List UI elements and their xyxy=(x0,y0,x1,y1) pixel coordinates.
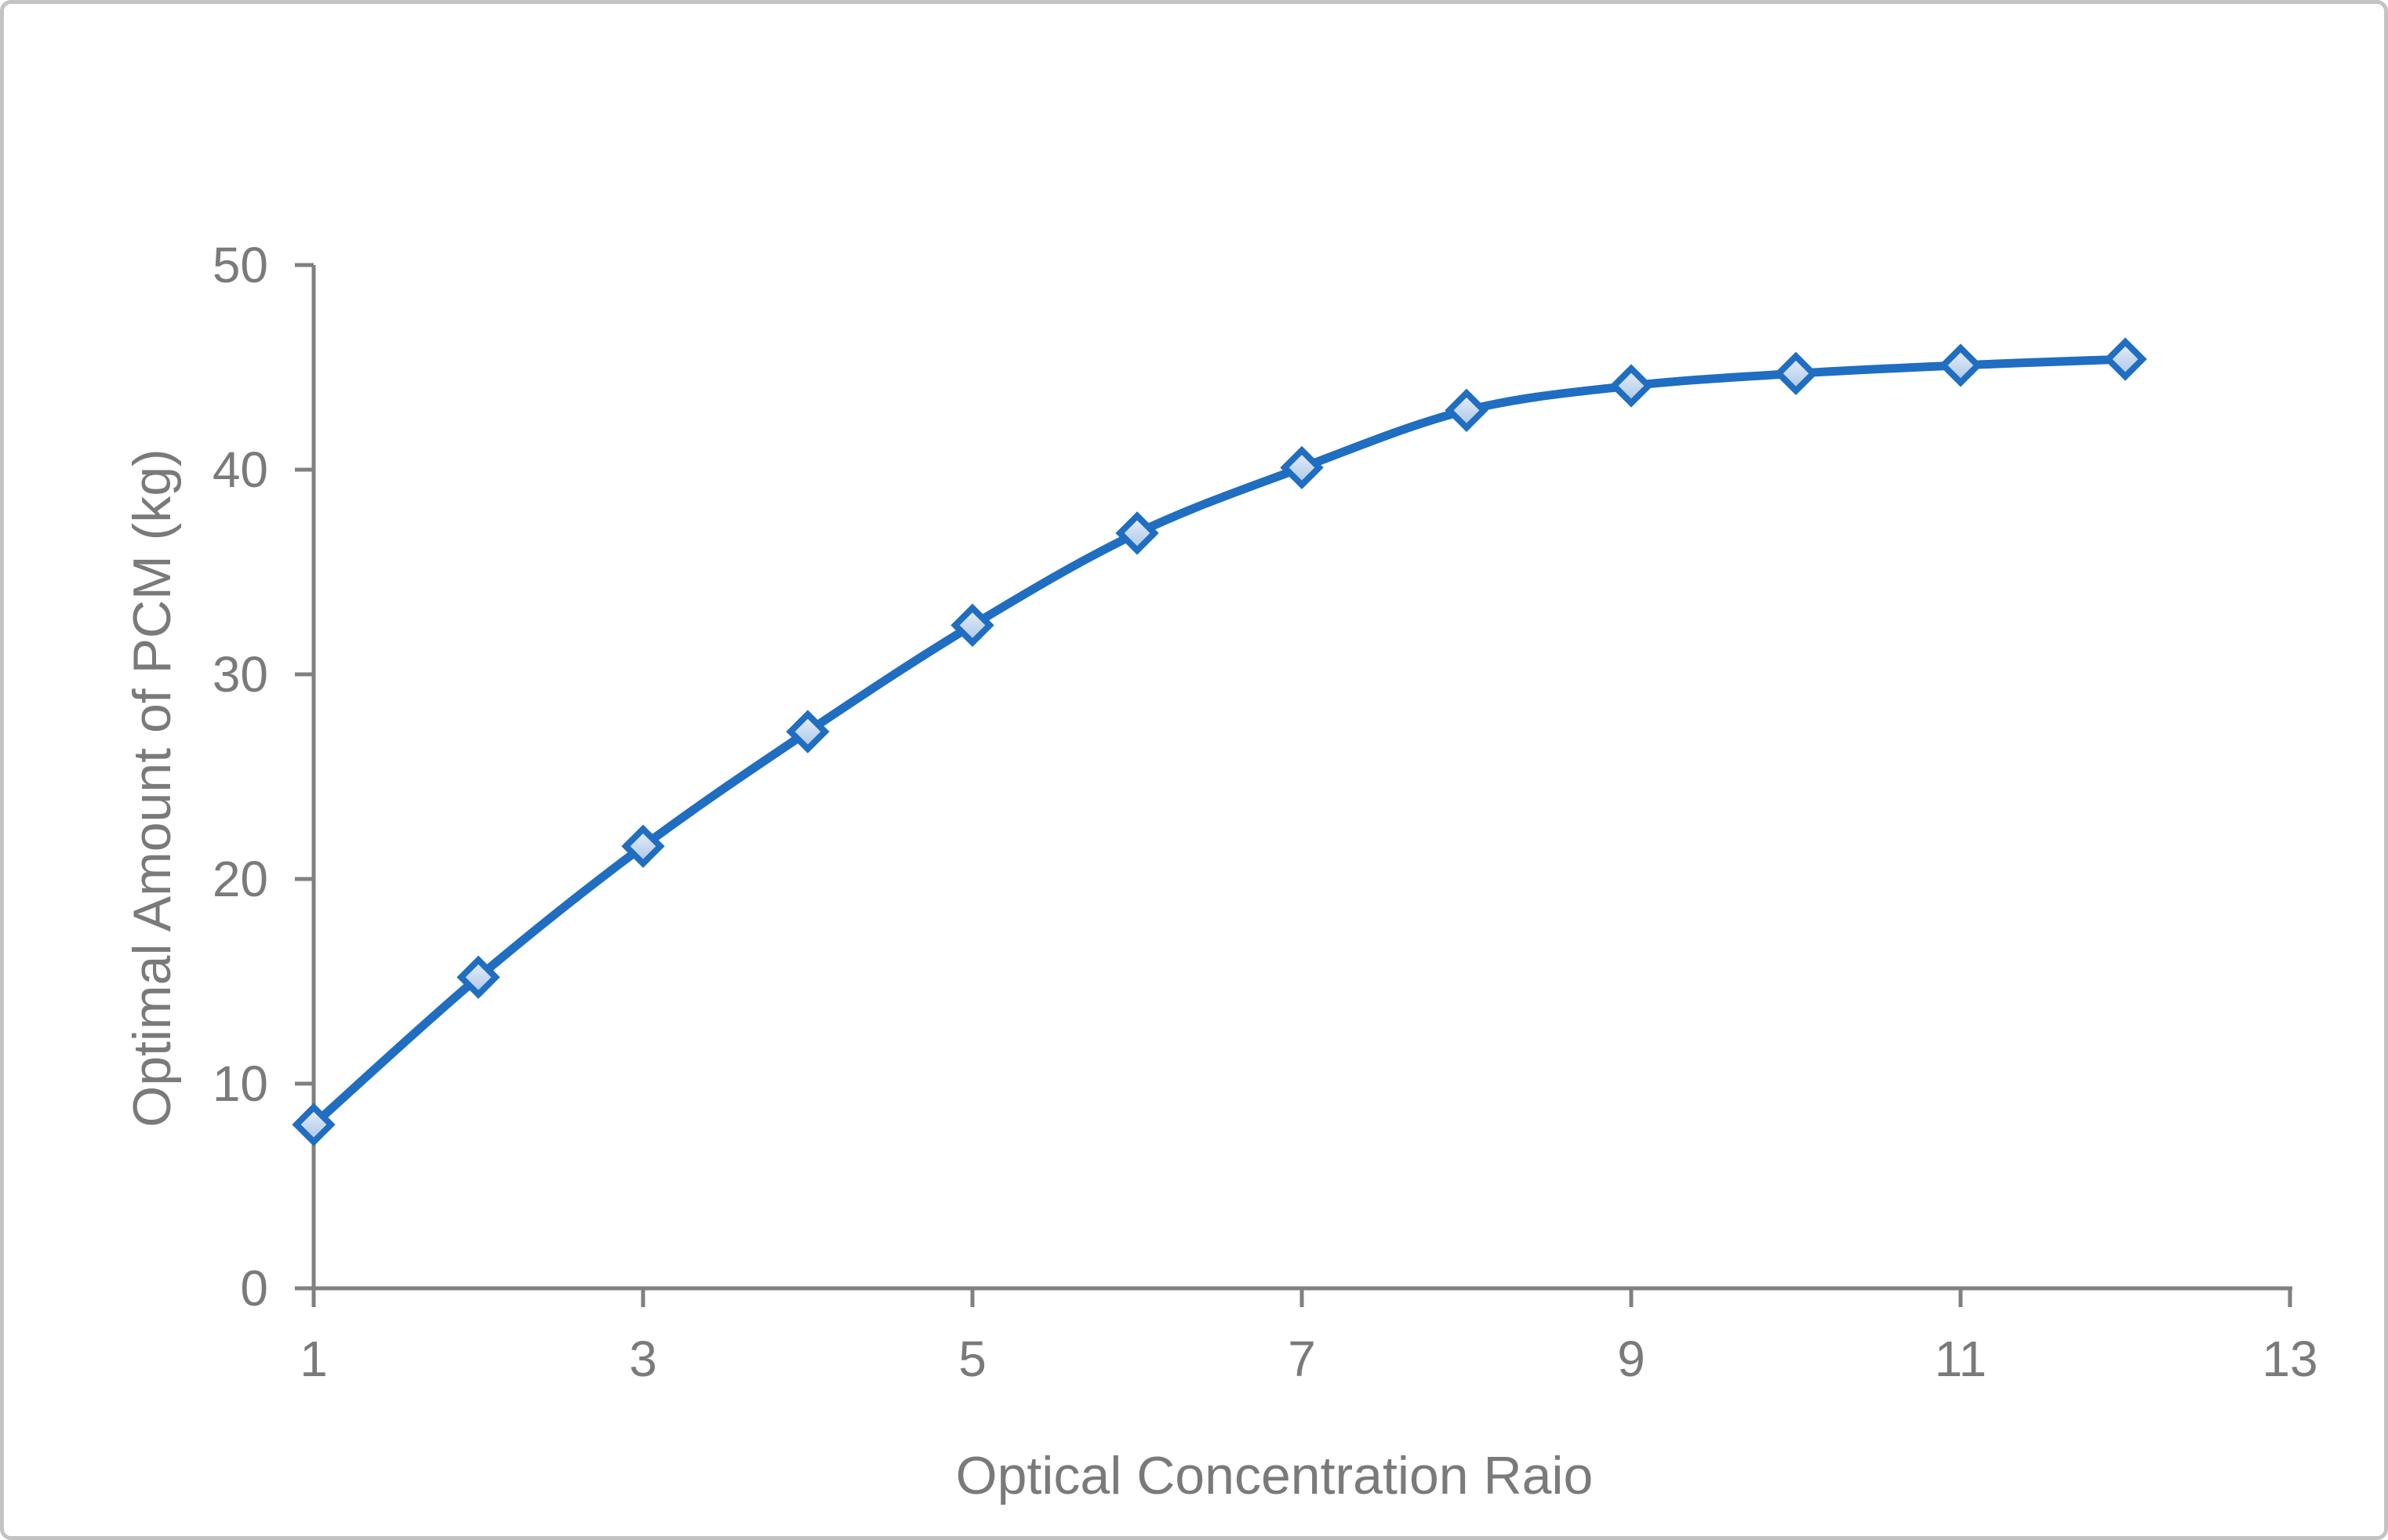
data-point-marker xyxy=(1115,511,1159,555)
data-point-marker xyxy=(1445,388,1488,432)
x-tick-label: 9 xyxy=(1617,1331,1645,1387)
y-tick-label: 50 xyxy=(213,237,268,293)
y-axis-title: Optimal Amount of PCM (kg) xyxy=(122,449,182,1127)
y-tick-label: 20 xyxy=(213,851,268,907)
x-tick-label: 11 xyxy=(1935,1331,1986,1387)
axes xyxy=(295,263,2292,1307)
data-point-marker xyxy=(786,710,830,754)
x-tick-label: 7 xyxy=(1288,1331,1316,1387)
x-tick-label: 3 xyxy=(629,1331,657,1387)
data-point-marker xyxy=(1609,364,1653,408)
x-tick-label: 5 xyxy=(958,1331,987,1387)
x-tick-label: 1 xyxy=(300,1331,328,1387)
data-point-marker xyxy=(1939,343,1983,387)
x-tick-label: 13 xyxy=(2262,1331,2317,1387)
y-tick-label: 40 xyxy=(213,441,268,498)
x-axis-title: Optical Concentration Raio xyxy=(956,1446,1594,1505)
y-tick-label: 30 xyxy=(213,646,268,703)
data-point-marker xyxy=(1774,351,1818,395)
data-series xyxy=(292,337,2147,1146)
series-line xyxy=(309,354,2130,1129)
data-point-marker xyxy=(950,603,994,648)
y-tick-label: 0 xyxy=(240,1260,268,1317)
data-point-marker xyxy=(292,1102,336,1146)
data-point-marker xyxy=(2103,337,2147,381)
data-point-marker xyxy=(621,824,665,868)
data-point-marker xyxy=(456,955,500,999)
data-point-marker xyxy=(1280,445,1324,490)
y-tick-label: 10 xyxy=(213,1055,268,1112)
